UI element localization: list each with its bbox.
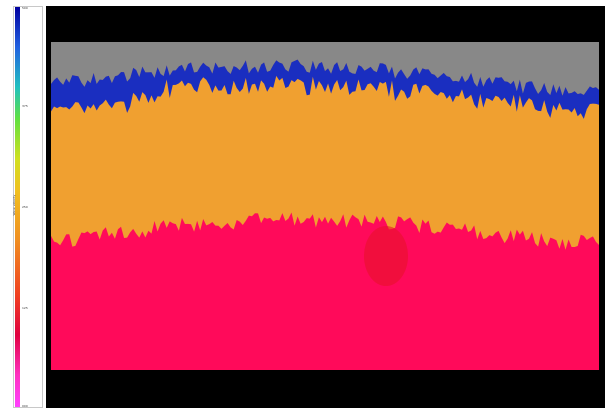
layer-grey xyxy=(51,42,599,96)
velocity-section-plot xyxy=(51,42,599,370)
layer-blue xyxy=(51,59,599,119)
colorbar xyxy=(15,7,20,407)
colorbar-tick: 250 xyxy=(22,205,28,209)
colorbar-tick: 000 xyxy=(22,404,28,408)
colorbar-label: Wave velocity xyxy=(12,194,16,216)
layer-red xyxy=(51,212,599,370)
colorbar-tick: 500 xyxy=(22,6,28,10)
velocity-anomaly xyxy=(364,226,408,286)
colorbar-tick: 125 xyxy=(22,306,28,310)
colorbar-tick: 375 xyxy=(22,104,28,108)
